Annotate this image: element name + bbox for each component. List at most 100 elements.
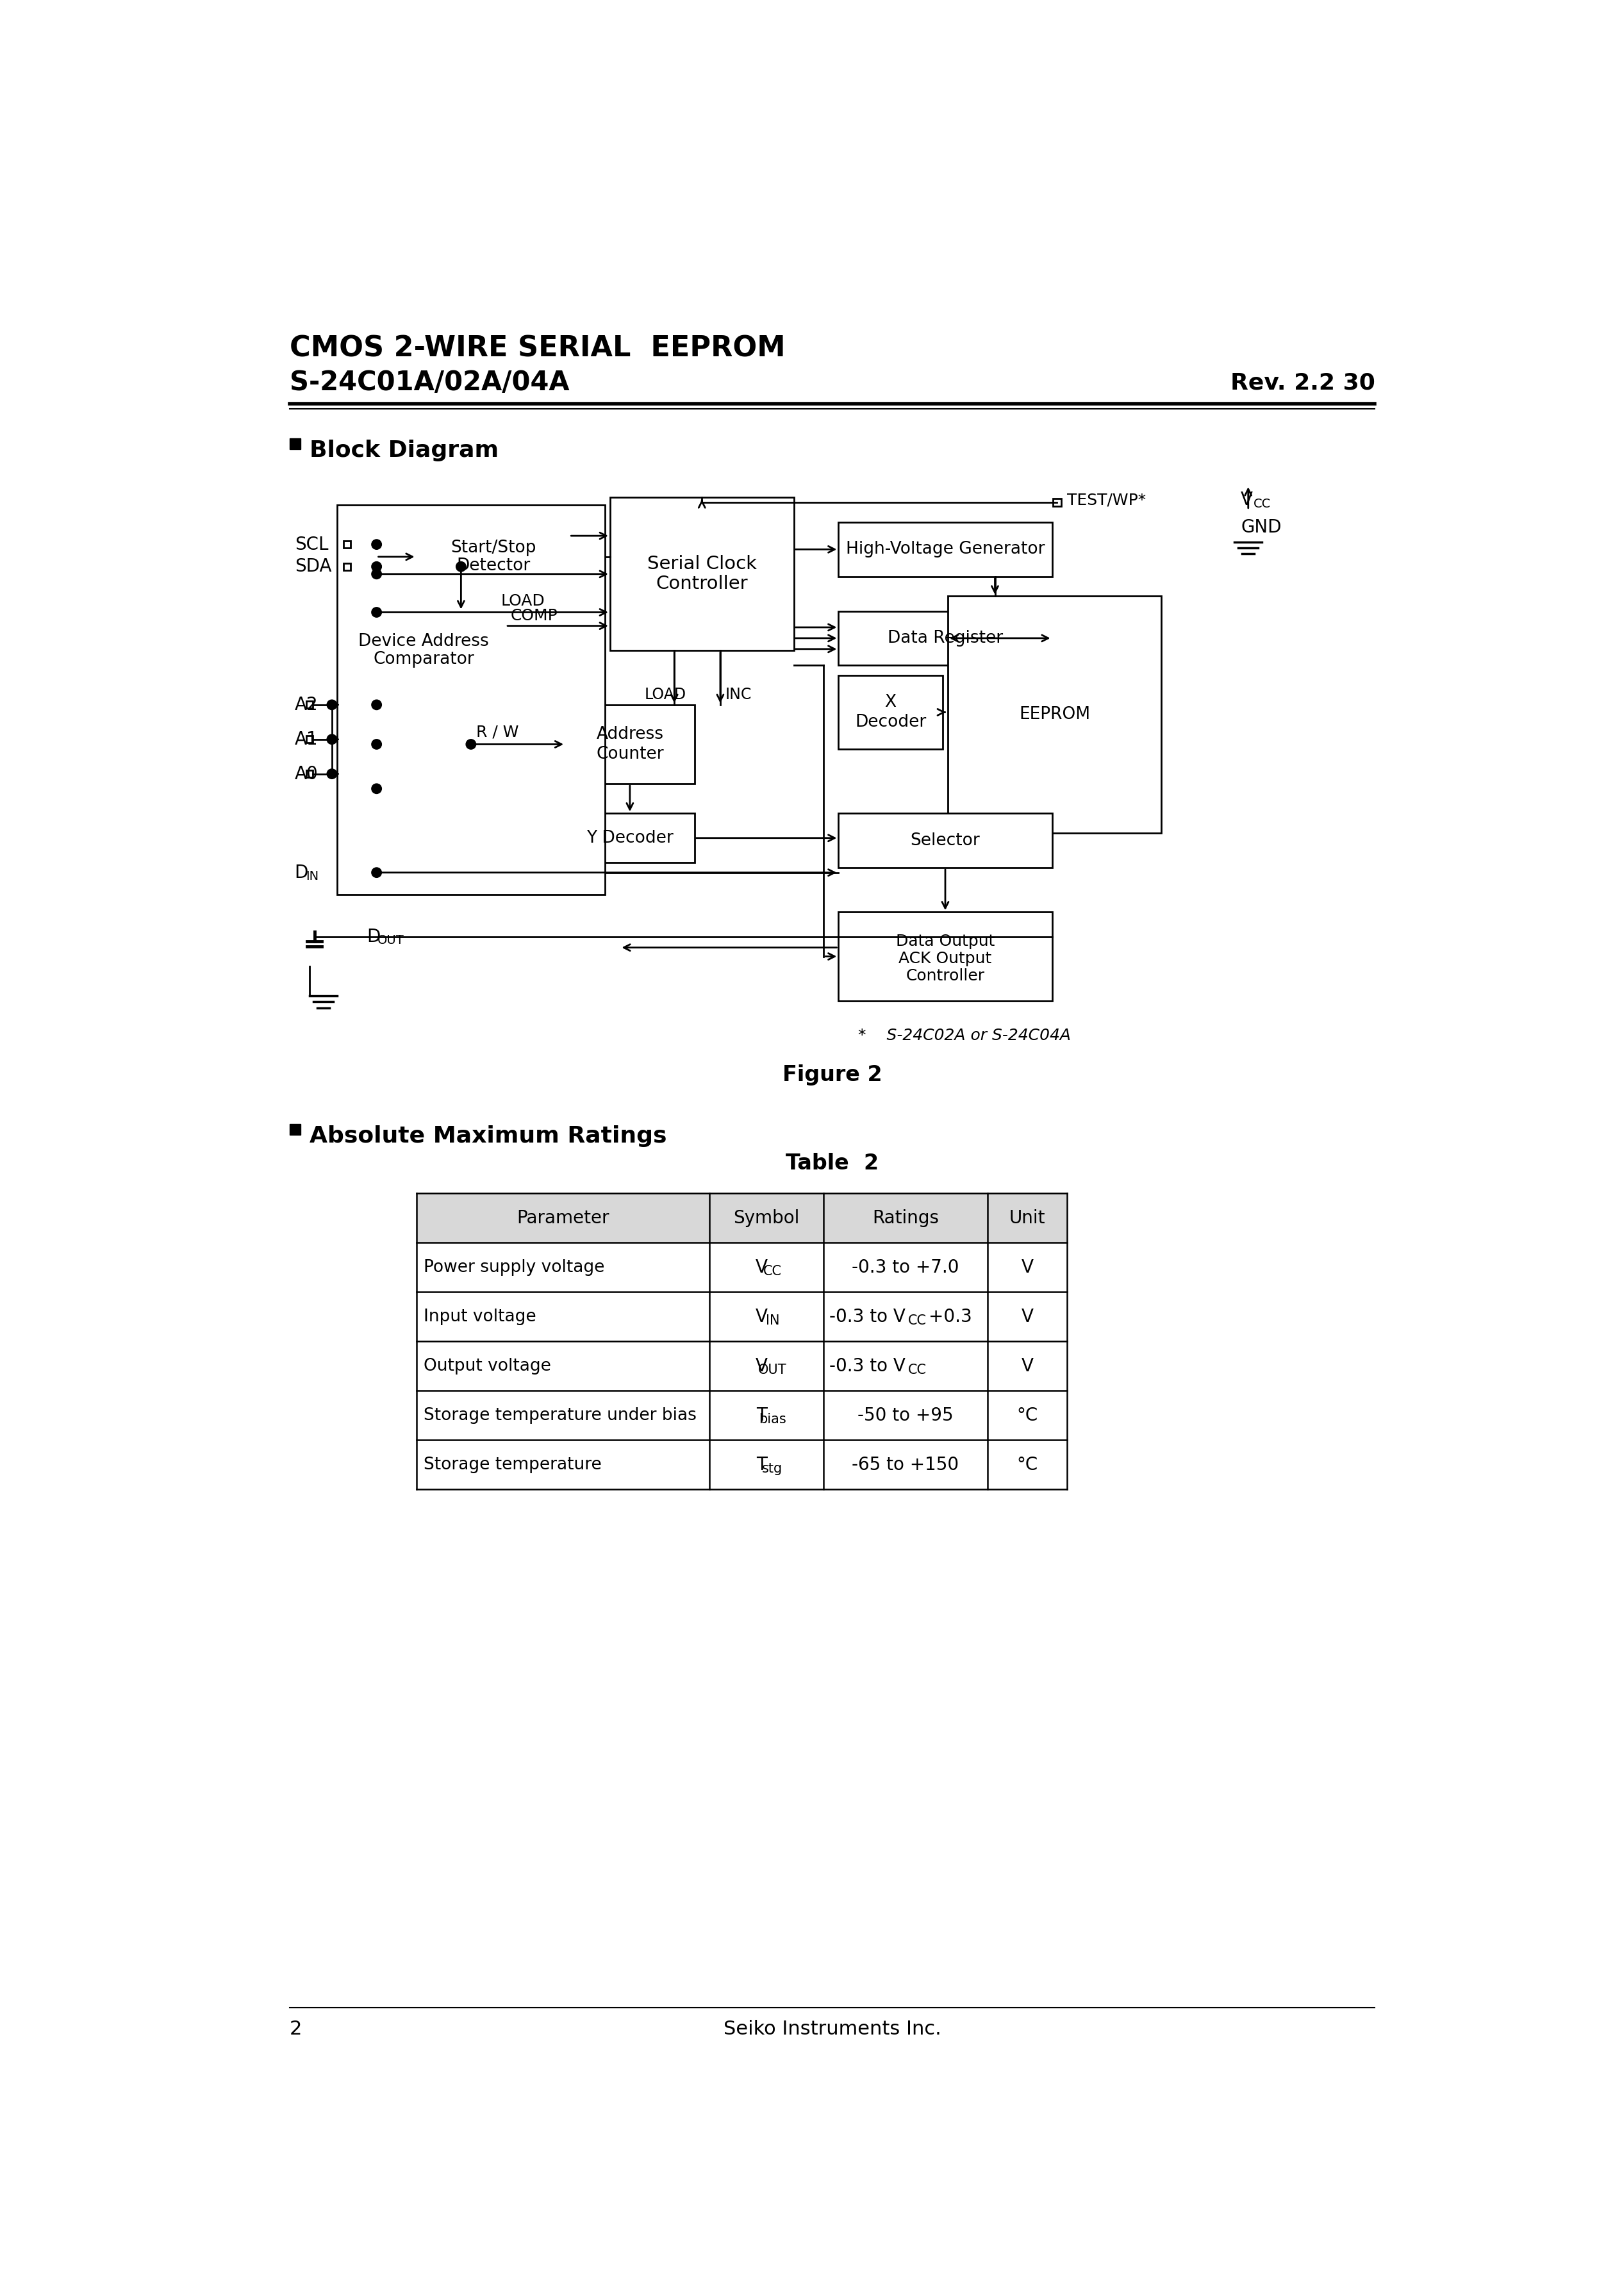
- Circle shape: [466, 739, 475, 748]
- Text: -0.3 to V: -0.3 to V: [829, 1357, 905, 1375]
- Circle shape: [328, 700, 337, 709]
- Text: OUT: OUT: [378, 934, 404, 946]
- Text: GND: GND: [1241, 519, 1281, 537]
- Text: -50 to +95: -50 to +95: [858, 1407, 954, 1424]
- Text: CC: CC: [908, 1313, 926, 1327]
- Text: Unit: Unit: [1009, 1210, 1045, 1226]
- Circle shape: [456, 563, 466, 572]
- Text: Symbol: Symbol: [733, 1210, 800, 1226]
- Text: CC: CC: [762, 1265, 782, 1277]
- Text: SDA: SDA: [295, 558, 331, 576]
- Text: T: T: [756, 1456, 767, 1474]
- Text: IN: IN: [766, 1313, 779, 1327]
- Text: D: D: [295, 863, 308, 882]
- Bar: [337, 505, 605, 895]
- Text: V: V: [1241, 491, 1252, 510]
- Text: -0.3 to +7.0: -0.3 to +7.0: [852, 1258, 959, 1277]
- Text: °C: °C: [1017, 1456, 1038, 1474]
- Text: INC: INC: [725, 687, 751, 703]
- Text: V: V: [756, 1309, 767, 1325]
- Circle shape: [371, 739, 381, 748]
- Text: V: V: [1022, 1258, 1033, 1277]
- Bar: [610, 498, 793, 650]
- Text: IN: IN: [305, 870, 318, 882]
- Text: X: X: [886, 693, 897, 712]
- Text: *    S-24C02A or S-24C04A: * S-24C02A or S-24C04A: [858, 1029, 1071, 1042]
- Text: Power supply voltage: Power supply voltage: [423, 1258, 605, 1277]
- Bar: [342, 611, 506, 691]
- Text: A0: A0: [295, 765, 318, 783]
- Bar: [307, 771, 313, 778]
- Text: °C: °C: [1017, 1407, 1038, 1424]
- Text: stg: stg: [762, 1463, 783, 1474]
- Text: A1: A1: [295, 730, 318, 748]
- Bar: [290, 439, 300, 450]
- Text: Decoder: Decoder: [855, 714, 926, 730]
- Text: Data Register: Data Register: [887, 629, 1002, 647]
- Text: COMP: COMP: [511, 608, 558, 625]
- Text: Storage temperature under bias: Storage temperature under bias: [423, 1407, 697, 1424]
- Bar: [307, 737, 313, 744]
- Text: High-Voltage Generator: High-Voltage Generator: [845, 542, 1045, 558]
- Text: R / W: R / W: [475, 723, 519, 739]
- Text: CC: CC: [1254, 498, 1270, 510]
- Text: Figure 2: Figure 2: [782, 1065, 882, 1086]
- Text: Counter: Counter: [595, 746, 663, 762]
- Text: Controller: Controller: [905, 969, 985, 985]
- Text: Table  2: Table 2: [785, 1153, 879, 1173]
- Text: Selector: Selector: [910, 831, 980, 850]
- Text: Parameter: Parameter: [516, 1210, 610, 1226]
- Bar: [1053, 498, 1061, 507]
- Text: SCL: SCL: [295, 535, 328, 553]
- Circle shape: [328, 769, 337, 778]
- Text: ACK Output: ACK Output: [899, 951, 991, 967]
- Text: Address: Address: [597, 726, 663, 742]
- Text: LOAD: LOAD: [501, 592, 545, 608]
- Text: -65 to +150: -65 to +150: [852, 1456, 959, 1474]
- Bar: [566, 705, 694, 783]
- Text: Serial Clock: Serial Clock: [647, 556, 757, 574]
- Circle shape: [371, 569, 381, 579]
- Text: CMOS 2-WIRE SERIAL  EEPROM: CMOS 2-WIRE SERIAL EEPROM: [290, 335, 785, 363]
- Text: 2: 2: [290, 2020, 302, 2039]
- Circle shape: [371, 608, 381, 618]
- Text: CC: CC: [908, 1364, 926, 1375]
- Text: Block Diagram: Block Diagram: [310, 439, 498, 461]
- Bar: [290, 1125, 300, 1134]
- Bar: [947, 597, 1161, 833]
- Bar: [839, 912, 1053, 1001]
- Circle shape: [328, 735, 337, 744]
- Text: -0.3 to V: -0.3 to V: [829, 1309, 905, 1325]
- Bar: [839, 521, 1053, 576]
- Text: V: V: [756, 1357, 767, 1375]
- Text: Comparator: Comparator: [373, 652, 474, 668]
- Bar: [307, 700, 313, 707]
- Circle shape: [371, 540, 381, 549]
- Text: Detector: Detector: [456, 558, 530, 574]
- Text: TEST/WP*: TEST/WP*: [1067, 491, 1145, 507]
- Text: Storage temperature: Storage temperature: [423, 1456, 602, 1474]
- Text: A2: A2: [295, 696, 318, 714]
- Bar: [417, 1194, 1067, 1242]
- Bar: [344, 542, 350, 549]
- Circle shape: [371, 868, 381, 877]
- Bar: [839, 611, 1053, 666]
- Text: Absolute Maximum Ratings: Absolute Maximum Ratings: [310, 1125, 667, 1148]
- Text: LOAD: LOAD: [644, 687, 686, 703]
- Circle shape: [371, 783, 381, 794]
- Circle shape: [371, 700, 381, 709]
- Bar: [839, 675, 942, 748]
- Text: Input voltage: Input voltage: [423, 1309, 537, 1325]
- Text: Rev. 2.2 30: Rev. 2.2 30: [1229, 372, 1375, 393]
- Text: bias: bias: [759, 1412, 787, 1426]
- Text: +0.3: +0.3: [929, 1309, 972, 1325]
- Circle shape: [371, 563, 381, 572]
- Bar: [417, 521, 571, 592]
- Text: OUT: OUT: [757, 1364, 787, 1375]
- Bar: [344, 563, 350, 569]
- Text: Start/Stop: Start/Stop: [451, 540, 537, 556]
- Text: T: T: [756, 1407, 767, 1424]
- Text: S-24C01A/02A/04A: S-24C01A/02A/04A: [290, 370, 569, 397]
- Bar: [839, 813, 1053, 868]
- Text: Seiko Instruments Inc.: Seiko Instruments Inc.: [723, 2020, 941, 2039]
